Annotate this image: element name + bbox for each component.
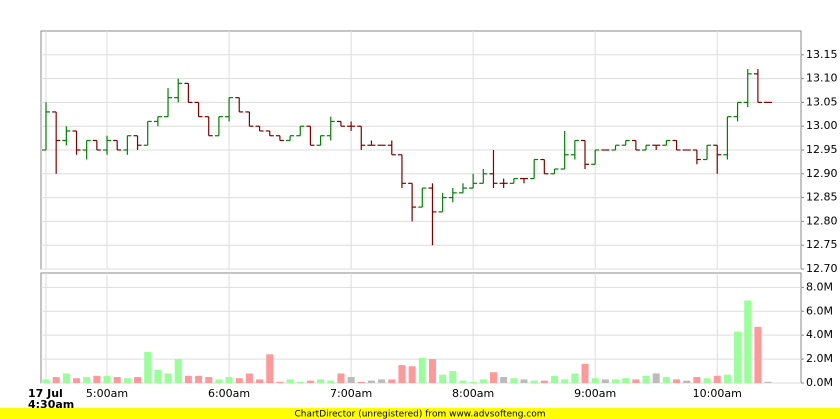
volume-bar — [530, 380, 538, 383]
volume-bar — [93, 375, 101, 383]
volume-bar — [540, 380, 548, 383]
volume-bar — [296, 381, 304, 383]
y-tick-label: 12.70 — [806, 262, 838, 275]
volume-bar — [764, 381, 772, 383]
volume-bar — [642, 375, 650, 383]
volume-bar — [154, 369, 162, 383]
volume-bar — [174, 359, 182, 383]
y-tick-label: 13.05 — [806, 95, 838, 108]
y-tick-label: 13.00 — [806, 119, 838, 132]
volume-bar — [225, 377, 233, 383]
volume-bar — [754, 326, 762, 383]
volume-bar — [673, 379, 681, 383]
volume-bar — [195, 375, 203, 383]
volume-bar — [439, 374, 447, 383]
volume-bar — [449, 371, 457, 383]
volume-bar — [337, 373, 345, 383]
volume-bar — [591, 378, 599, 383]
y-tick-label: 6.0M — [806, 304, 833, 317]
y-tick-label: 8.0M — [806, 280, 833, 293]
x-tick-label: 7:00am — [330, 387, 372, 400]
volume-bar — [245, 373, 253, 383]
volume-bar — [723, 374, 731, 383]
volume-bar — [561, 379, 569, 383]
volume-bar — [744, 300, 752, 383]
volume-bar — [520, 379, 528, 383]
volume-bar — [276, 381, 284, 383]
y-tick-label: 12.80 — [806, 214, 838, 227]
volume-bar — [62, 373, 70, 383]
volume-bar — [703, 378, 711, 383]
volume-bar — [367, 380, 375, 383]
volume-bar — [713, 375, 721, 383]
volume-bar — [632, 379, 640, 383]
volume-bar — [510, 378, 518, 383]
x-tick-label: 5:00am — [86, 387, 128, 400]
volume-bar — [123, 378, 131, 383]
volume-bar — [662, 377, 670, 383]
volume-bar — [500, 377, 508, 383]
volume-bar — [184, 375, 192, 383]
volume-bar — [693, 377, 701, 383]
volume-bar — [357, 381, 365, 383]
volume-bar — [134, 377, 142, 383]
volume-bar — [73, 378, 81, 383]
volume-bar — [622, 378, 630, 383]
x-tick-label: 4:30am — [28, 398, 74, 411]
volume-bar — [144, 351, 152, 383]
volume-bar — [581, 363, 589, 383]
volume-bar — [266, 354, 274, 383]
volume-bar — [113, 377, 121, 383]
volume-bar — [164, 373, 172, 383]
y-tick-label: 4.0M — [806, 328, 833, 341]
footer-text: ChartDirector (unregistered) from www.ad… — [294, 410, 545, 419]
volume-bar — [408, 366, 416, 383]
volume-bar — [601, 379, 609, 383]
volume-bar — [612, 379, 620, 383]
y-tick-label: 13.10 — [806, 72, 838, 85]
volume-bar — [83, 377, 91, 383]
volume-bar — [327, 380, 335, 383]
volume-bar — [428, 359, 436, 383]
x-tick-label: 9:00am — [574, 387, 616, 400]
volume-bar — [306, 380, 314, 383]
y-tick-label: 2.0M — [806, 352, 833, 365]
volume-bar — [652, 373, 660, 383]
y-tick-label: 12.75 — [806, 238, 838, 251]
volume-bar — [398, 365, 406, 383]
volume-bar — [317, 379, 325, 383]
y-tick-label: 12.95 — [806, 143, 838, 156]
volume-bar — [215, 379, 223, 383]
y-tick-label: 0.0M — [806, 376, 833, 389]
x-tick-label: 8:00am — [452, 387, 494, 400]
volume-bar — [571, 373, 579, 383]
volume-bar — [683, 380, 691, 383]
volume-bar — [418, 357, 426, 383]
date-label: 17 Jul — [28, 387, 63, 400]
y-tick-label: 12.90 — [806, 167, 838, 180]
volume-bar — [347, 377, 355, 383]
volume-bar — [378, 379, 386, 383]
volume-bar — [256, 379, 264, 383]
volume-bar — [42, 379, 50, 383]
volume-bar — [235, 378, 243, 383]
volume-bar — [52, 377, 60, 383]
volume-bar — [103, 375, 111, 383]
volume-bar — [286, 379, 294, 383]
volume-bar — [388, 379, 396, 383]
volume-bar — [479, 379, 487, 383]
volume-bar — [205, 377, 213, 383]
volume-bar — [734, 331, 742, 383]
y-tick-label: 12.85 — [806, 191, 838, 204]
y-tick-label: 13.15 — [806, 48, 838, 61]
volume-bar — [469, 381, 477, 383]
footer-bar — [0, 408, 840, 419]
volume-bar — [489, 372, 497, 383]
x-tick-label: 10:00am — [693, 387, 742, 400]
volume-bar — [459, 380, 467, 383]
volume-bar — [551, 375, 558, 383]
x-tick-label: 6:00am — [208, 387, 250, 400]
